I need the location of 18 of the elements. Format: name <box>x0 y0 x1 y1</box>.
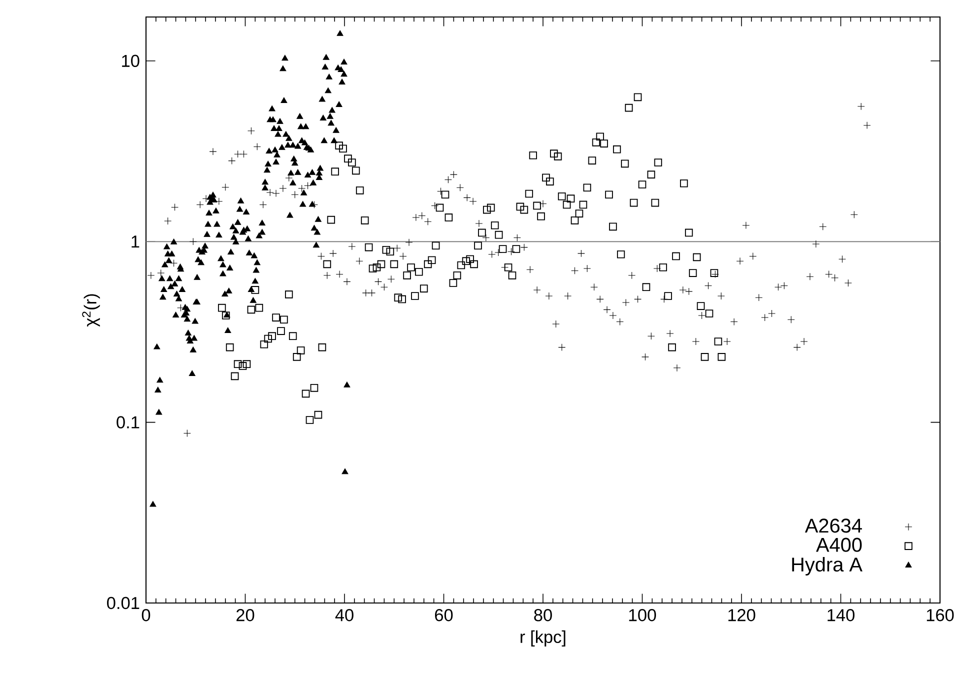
y-tick-label: 10 <box>122 54 140 68</box>
x-tick-label: 160 <box>926 609 954 622</box>
legend-label: Hydra A <box>792 556 862 576</box>
x-tick-label: 20 <box>236 609 254 622</box>
x-tick-label: 0 <box>142 609 150 622</box>
x-tick-label: 40 <box>335 609 354 622</box>
y-tick-label: 1 <box>132 236 140 248</box>
legend-label: A2634 <box>804 518 862 533</box>
x-tick-label: 80 <box>534 609 552 622</box>
y-tick-label: 0.01 <box>107 596 140 610</box>
y-axis-title: χ$^{2}$(r) <box>82 294 100 327</box>
x-tick-label: 120 <box>728 609 756 622</box>
y-tick-label: 0.1 <box>116 416 140 428</box>
x-axis-title: r [kpc] <box>520 630 566 646</box>
x-tick-label: 60 <box>435 609 453 622</box>
x-tick-label: 140 <box>828 609 854 622</box>
legend-label: A400 <box>816 538 862 552</box>
x-tick-label: 100 <box>629 609 656 622</box>
